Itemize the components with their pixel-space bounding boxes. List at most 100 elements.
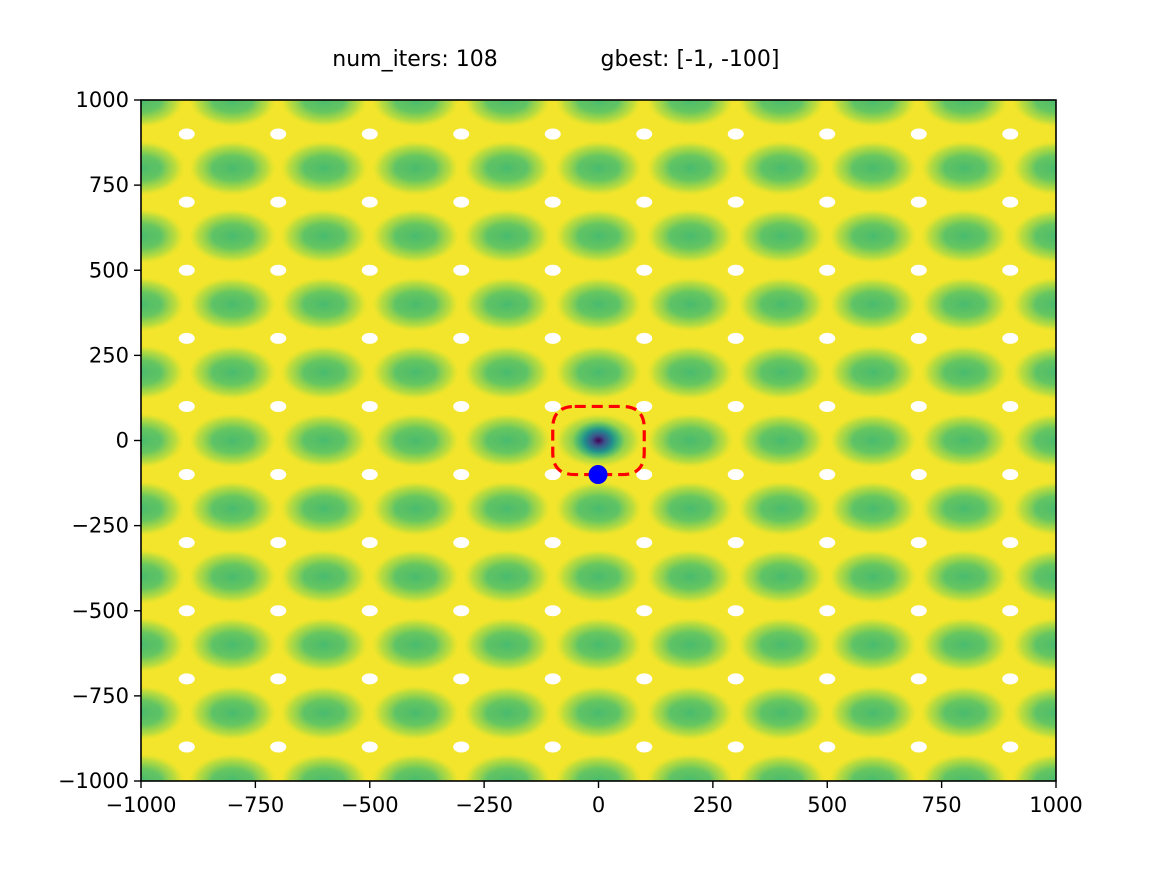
- peak-marker: [727, 673, 744, 685]
- ridge: [211, 280, 254, 329]
- peak-marker: [910, 469, 927, 481]
- ridge: [669, 416, 711, 465]
- ridge: [211, 484, 254, 533]
- peak-marker: [544, 469, 561, 481]
- peak-marker: [1002, 537, 1019, 549]
- peak-marker: [178, 469, 195, 481]
- ridge: [760, 280, 803, 329]
- peak-marker: [270, 469, 287, 481]
- peak-marker: [544, 741, 561, 753]
- ridge: [141, 620, 162, 669]
- ridge: [669, 757, 711, 781]
- y-tick-label: 500: [89, 258, 129, 282]
- peak-marker: [819, 196, 836, 208]
- ridge: [303, 348, 345, 397]
- peak-marker: [727, 264, 744, 276]
- ridge: [1127, 349, 1168, 397]
- plot-area: [141, 100, 1168, 781]
- peak-marker: [636, 469, 653, 481]
- ridge: [394, 552, 437, 601]
- peak-marker: [819, 264, 836, 276]
- y-tick-label: 250: [89, 343, 129, 367]
- ridge: [760, 144, 803, 192]
- global-minimum: [572, 420, 625, 461]
- ridge: [1127, 280, 1168, 328]
- peak-marker: [727, 605, 744, 617]
- ridge: [669, 212, 711, 261]
- peak-marker: [1002, 264, 1019, 276]
- peak-marker: [178, 673, 195, 685]
- ridge: [486, 552, 528, 601]
- ridge: [1127, 212, 1168, 260]
- peak-marker: [270, 332, 287, 344]
- y-tick-label: −1000: [58, 769, 129, 793]
- ridge: [394, 144, 437, 192]
- ridge: [577, 620, 620, 669]
- ridge: [1127, 621, 1168, 669]
- ridge: [669, 100, 711, 124]
- ridge: [577, 212, 620, 261]
- x-tick-label: −1000: [105, 793, 176, 817]
- ridge: [1035, 212, 1056, 261]
- ridge: [486, 416, 528, 465]
- peak-marker: [727, 741, 744, 753]
- ridge: [1035, 552, 1056, 601]
- ridge: [760, 620, 803, 669]
- peak-marker: [453, 537, 470, 549]
- peak-marker: [636, 605, 653, 617]
- ridge: [577, 348, 620, 397]
- peak-marker: [544, 196, 561, 208]
- peak-marker: [178, 264, 195, 276]
- ridge: [486, 280, 528, 329]
- peak-marker: [727, 469, 744, 481]
- x-tick-label: 0: [592, 793, 605, 817]
- peak-marker: [453, 673, 470, 685]
- peak-marker: [910, 264, 927, 276]
- peak-marker: [361, 673, 378, 685]
- y-axis: −1000 −750 −500 −250 0 250 500 750 1000: [58, 88, 141, 793]
- peak-marker: [727, 400, 744, 412]
- peak-marker: [1002, 469, 1019, 481]
- peak-marker: [270, 196, 287, 208]
- ridge: [577, 757, 620, 781]
- ridge: [1035, 280, 1056, 329]
- peak-marker: [544, 537, 561, 549]
- ridge: [760, 484, 803, 533]
- ridge: [943, 689, 986, 737]
- peak-marker: [361, 605, 378, 617]
- x-tick-label: 1000: [1029, 793, 1082, 817]
- ridge: [141, 552, 162, 601]
- ridge: [852, 144, 894, 192]
- peak-marker: [361, 469, 378, 481]
- ridge: [486, 689, 528, 737]
- x-tick-label: −250: [455, 793, 513, 817]
- ridge: [669, 144, 711, 192]
- peak-marker: [178, 332, 195, 344]
- y-tick-label: −500: [71, 599, 129, 623]
- y-tick-label: 750: [89, 173, 129, 197]
- ridge: [852, 552, 894, 601]
- ridge: [852, 689, 894, 737]
- ridge: [141, 144, 162, 192]
- peak-marker: [453, 332, 470, 344]
- ridge: [394, 484, 437, 533]
- peak-marker: [910, 128, 927, 140]
- ridge: [1127, 553, 1168, 601]
- ridge: [1035, 484, 1056, 533]
- peak-marker: [453, 400, 470, 412]
- peak-marker: [727, 196, 744, 208]
- peak-marker: [819, 400, 836, 412]
- ridge: [486, 757, 528, 781]
- peak-marker: [636, 128, 653, 140]
- ridge: [303, 689, 345, 737]
- peak-marker: [270, 264, 287, 276]
- ridge: [577, 484, 620, 533]
- peak-marker: [544, 128, 561, 140]
- ridge: [760, 757, 803, 781]
- ridge: [211, 620, 254, 669]
- ridge: [486, 348, 528, 397]
- peak-marker: [819, 673, 836, 685]
- peak-marker: [910, 332, 927, 344]
- ridge: [486, 620, 528, 669]
- ridge: [486, 212, 528, 261]
